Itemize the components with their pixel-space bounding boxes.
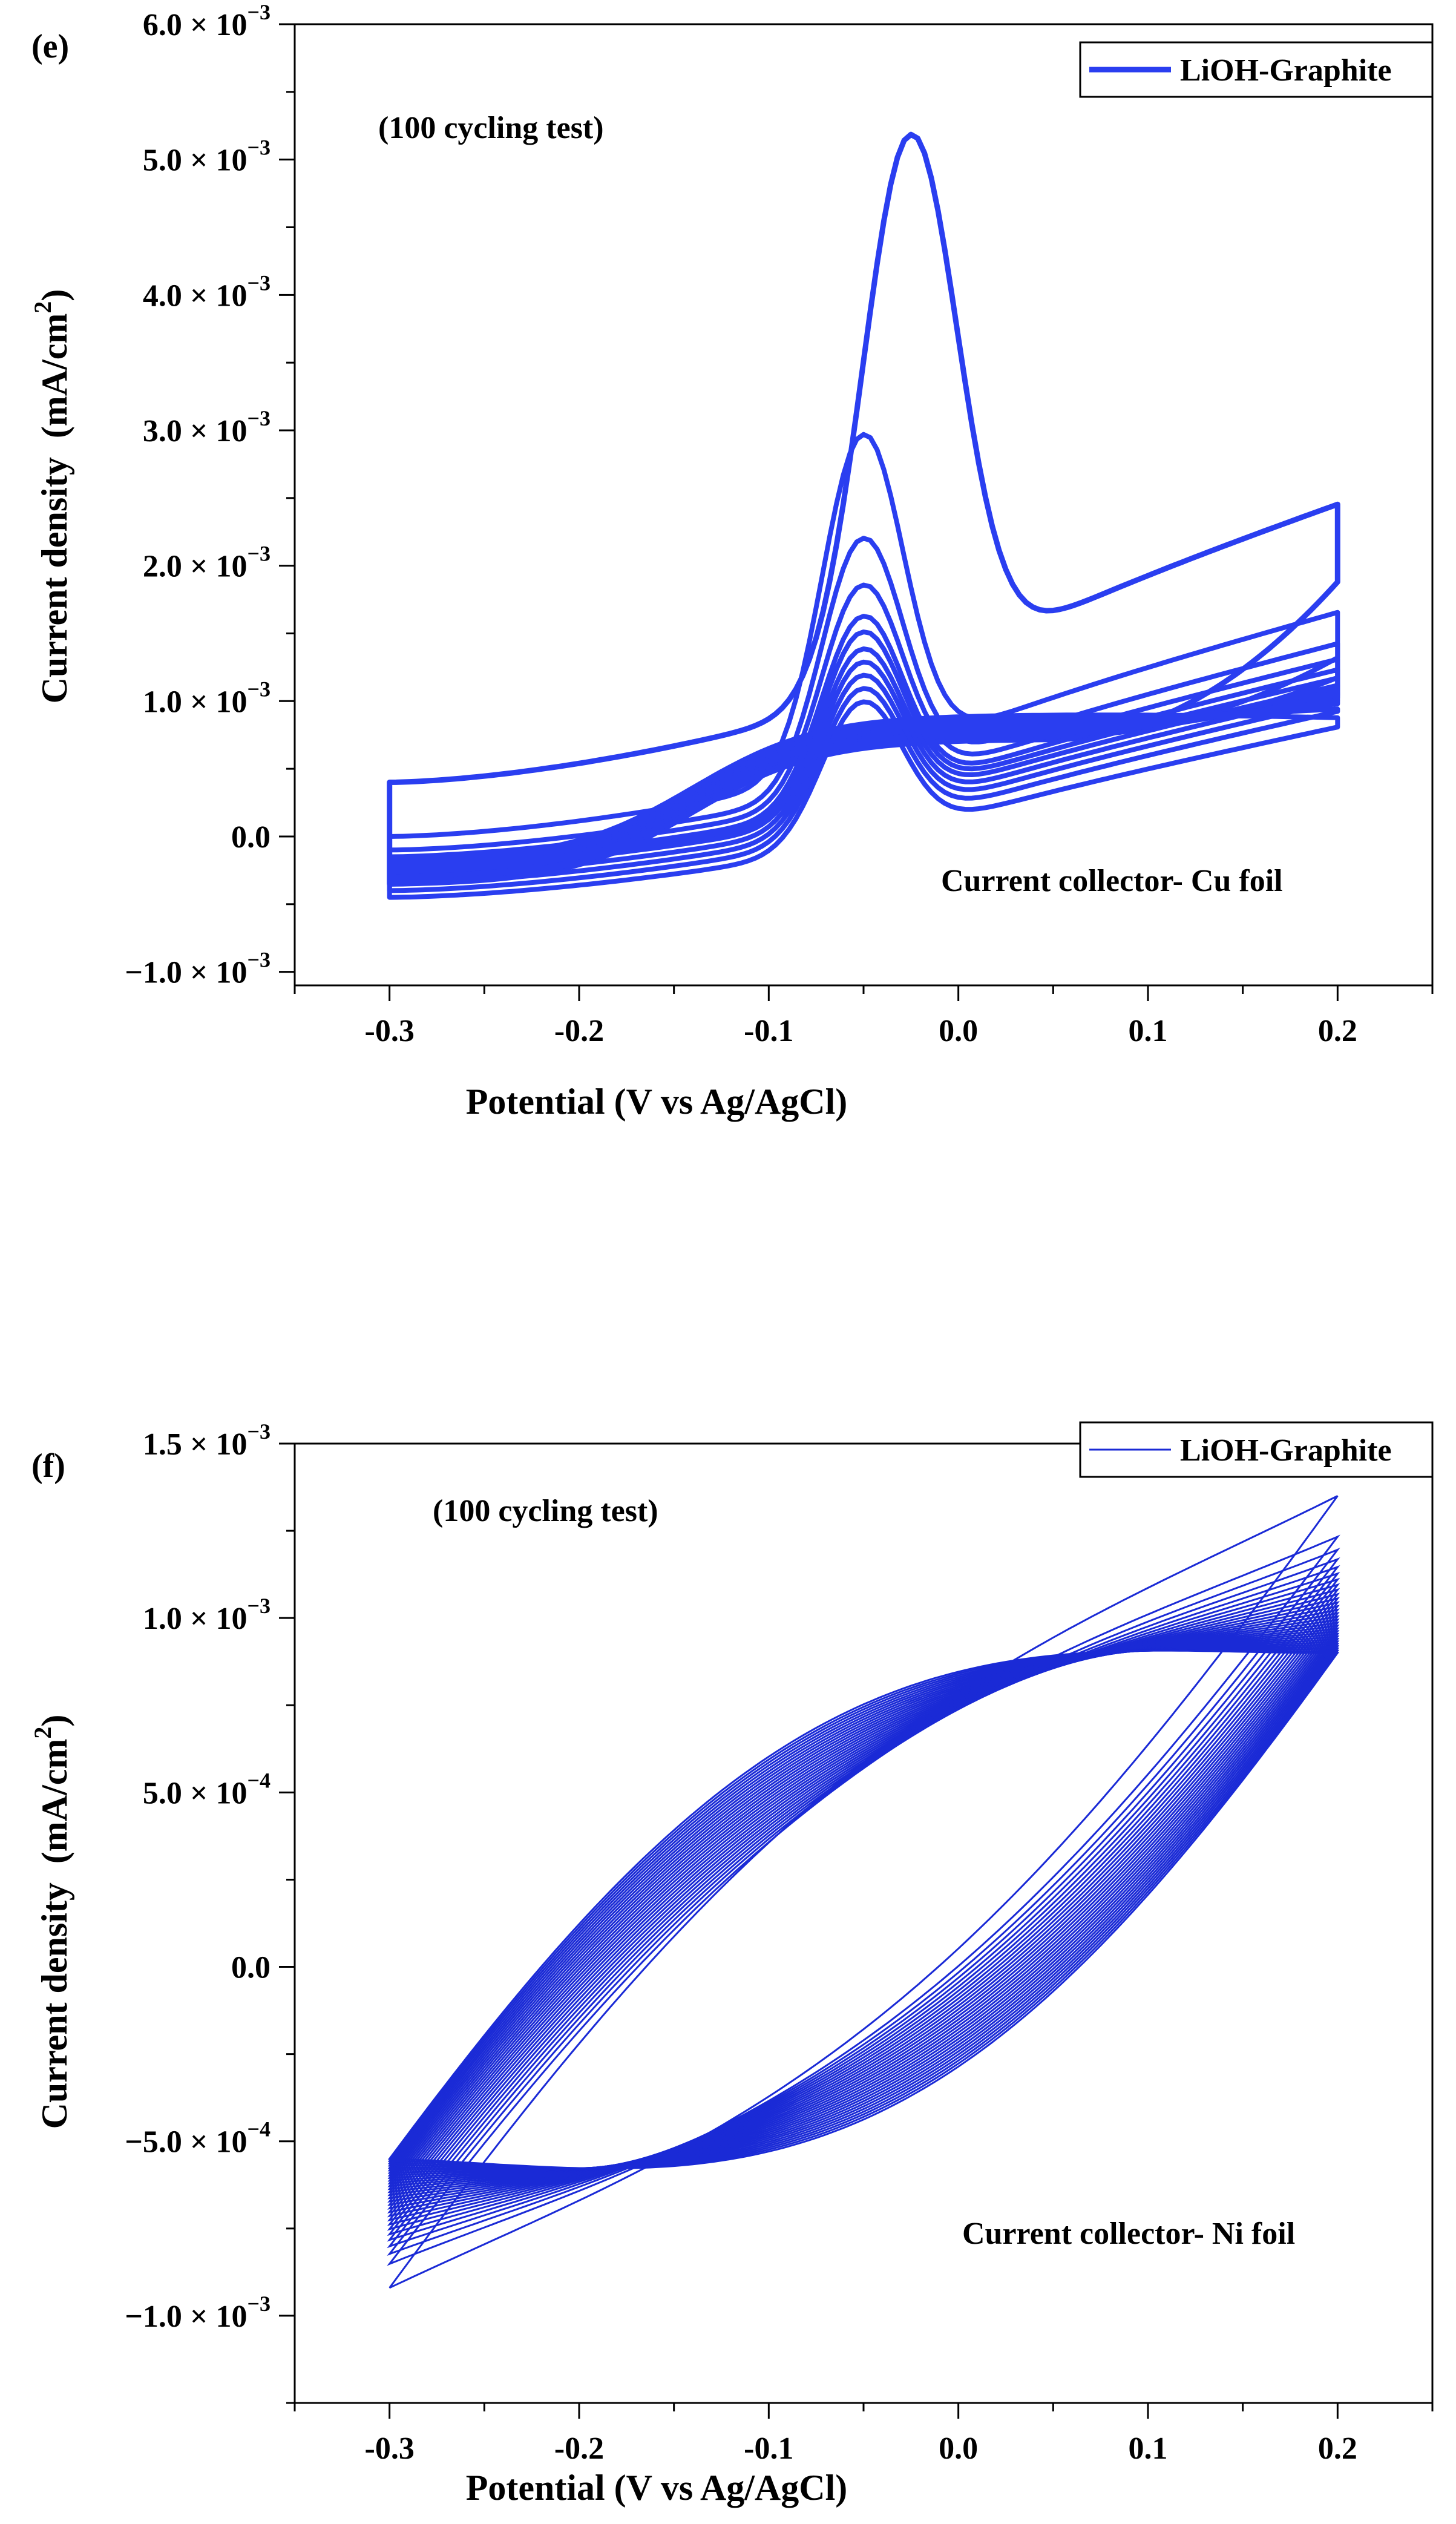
y-tick-label: 0.0 bbox=[231, 1951, 271, 1985]
cv-cycle-line bbox=[387, 699, 1340, 900]
legend-label: LiOH-Graphite bbox=[1180, 1433, 1392, 1468]
cycling-annotation: (100 cycling test) bbox=[378, 111, 604, 145]
cv-cycle-line bbox=[387, 1627, 1340, 2184]
x-tick-label: 0.1 bbox=[1129, 1014, 1168, 1048]
cv-cycle-line bbox=[387, 131, 1340, 887]
tick-group: -0.3 -0.2 -0.1 0.0 0.1 0.2 −1.0 × 10−3 −5.0 × 1… bbox=[125, 1419, 1434, 2466]
x-tick-label: -0.2 bbox=[554, 1014, 604, 1048]
y-tick-label: 1.0 × 10−3 bbox=[143, 677, 271, 719]
y-tick-label: 5.0 × 10−3 bbox=[143, 136, 271, 178]
cv-cycle-line bbox=[387, 1649, 1340, 2170]
cv-cycle-line bbox=[387, 1612, 1340, 2200]
y-axis-label: Current density (mA/cm2) bbox=[29, 1715, 74, 2129]
cv-cycle-line bbox=[387, 1632, 1340, 2179]
legend: LiOH-Graphite bbox=[1079, 41, 1434, 98]
y-label-main: Current density bbox=[34, 457, 74, 703]
tick-group: -0.3 -0.2 -0.1 0.0 0.1 0.2 −1.0 × 10−3 0.0 1.0 ×… bbox=[125, 0, 1434, 1048]
cv-cycle-line bbox=[387, 1592, 1340, 2218]
cv-cycle-line bbox=[387, 629, 1340, 875]
cv-cycle-line bbox=[387, 1638, 1340, 2174]
chart-f-ni-foil: -0.3 -0.2 -0.1 0.0 0.1 0.2 −1.0 × 10−3 −5.0 × 1… bbox=[29, 1419, 1434, 2508]
chart-e-cu-foil: -0.3 -0.2 -0.1 0.0 0.1 0.2 −1.0 × 10−3 0.0 1.0 ×… bbox=[29, 0, 1434, 1122]
svg-text:Current density (mA/cm2): Current density (mA/cm2) bbox=[29, 1715, 74, 2129]
cv-cycle-line bbox=[387, 1640, 1340, 2172]
cv-cycle-line bbox=[387, 1583, 1340, 2226]
x-axis-label: Potential (V vs Ag/AgCl) bbox=[466, 1082, 848, 1122]
cv-cycle-line bbox=[387, 1605, 1340, 2206]
y-tick-label: 3.0 × 10−3 bbox=[143, 406, 271, 449]
cv-cycle-line bbox=[387, 1601, 1340, 2210]
cv-cycle-line bbox=[387, 1565, 1340, 2242]
cv-cycle-line bbox=[387, 1548, 1340, 2256]
x-tick-label: -0.1 bbox=[744, 1014, 793, 1048]
y-label-sup: 2 bbox=[29, 301, 56, 314]
axes bbox=[293, 1442, 1434, 2404]
cv-cycle-line bbox=[387, 1557, 1340, 2249]
y-tick-label: 1.5 × 10−3 bbox=[143, 1419, 271, 1462]
cv-cycle-line bbox=[387, 1645, 1340, 2169]
y-tick-label: 1.0 × 10−3 bbox=[143, 1594, 271, 1636]
plot-frame bbox=[293, 1442, 1434, 2404]
cv-cycle-line bbox=[387, 1621, 1340, 2190]
y-label-close: ) bbox=[34, 289, 74, 301]
y-label-close: ) bbox=[34, 1715, 74, 1727]
cv-cycle-line bbox=[387, 1615, 1340, 2197]
y-label-sup: 2 bbox=[29, 1727, 56, 1739]
y-tick-label: −5.0 × 10−4 bbox=[125, 2117, 271, 2160]
panel-label: (f) bbox=[31, 1447, 65, 1485]
x-tick-label: 0.0 bbox=[939, 2431, 978, 2466]
cv-curves bbox=[387, 131, 1340, 900]
y-axis-label: Current density (mA/cm2) bbox=[29, 289, 74, 704]
y-label-unit: (mA/cm bbox=[34, 1739, 74, 1864]
y-tick-label: 6.0 × 10−3 bbox=[143, 0, 271, 42]
x-tick-label: -0.3 bbox=[365, 1014, 415, 1048]
x-tick-label: 0.2 bbox=[1318, 2431, 1357, 2466]
x-tick-label: 0.1 bbox=[1129, 2431, 1168, 2466]
collector-annotation: Current collector- Ni foil bbox=[962, 2217, 1295, 2251]
cv-cycle-line bbox=[387, 1649, 1340, 2169]
y-tick-label: −1.0 × 10−3 bbox=[125, 2292, 271, 2334]
y-tick-label: 4.0 × 10−3 bbox=[143, 271, 271, 313]
svg-text:Current density (mA/cm2): Current density (mA/cm2) bbox=[29, 289, 74, 704]
x-tick-label: -0.3 bbox=[365, 2431, 415, 2466]
cv-cycle-line bbox=[387, 1643, 1340, 2170]
cv-cycle-line bbox=[387, 1571, 1340, 2236]
cv-cycle-line bbox=[387, 1630, 1340, 2182]
cv-cycle-line bbox=[387, 1588, 1340, 2222]
x-tick-label: -0.1 bbox=[744, 2431, 793, 2466]
y-tick-label: −1.0 × 10−3 bbox=[125, 948, 271, 990]
cv-cycle-line bbox=[387, 1647, 1340, 2169]
y-label-main: Current density bbox=[34, 1882, 74, 2129]
cycling-annotation: (100 cycling test) bbox=[433, 1494, 658, 1528]
plot-frame bbox=[293, 23, 1434, 987]
y-tick-label: 2.0 × 10−3 bbox=[143, 542, 271, 584]
x-tick-label: 0.2 bbox=[1318, 1014, 1357, 1048]
x-tick-label: 0.0 bbox=[939, 1014, 978, 1048]
axes bbox=[293, 23, 1434, 987]
cv-cycle-line bbox=[387, 1624, 1340, 2187]
y-tick-label: 0.0 bbox=[231, 820, 271, 855]
cv-curves bbox=[387, 1495, 1340, 2289]
y-tick-label: 5.0 × 10−4 bbox=[143, 1768, 271, 1810]
cv-cycle-line bbox=[387, 432, 1340, 884]
panel-label: (e) bbox=[31, 28, 69, 65]
x-axis-label: Potential (V vs Ag/AgCl) bbox=[466, 2468, 848, 2508]
cv-cycle-line bbox=[387, 1577, 1340, 2231]
collector-annotation: Current collector- Cu foil bbox=[941, 864, 1283, 898]
cv-cycle-line bbox=[387, 1608, 1340, 2203]
cv-cycle-line bbox=[387, 1618, 1340, 2194]
legend: LiOH-Graphite bbox=[1079, 1421, 1434, 1478]
x-tick-label: -0.2 bbox=[554, 2431, 604, 2466]
cv-cycle-line bbox=[387, 1635, 1340, 2177]
y-label-unit: (mA/cm bbox=[34, 314, 74, 439]
cv-cycle-line bbox=[387, 1597, 1340, 2213]
legend-label: LiOH-Graphite bbox=[1180, 53, 1392, 88]
